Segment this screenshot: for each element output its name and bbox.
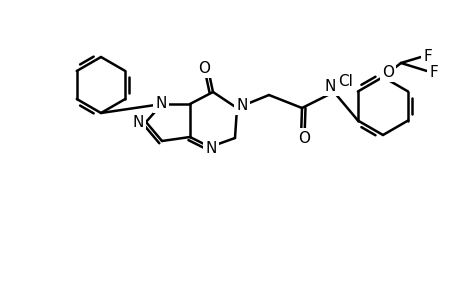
Text: Cl: Cl bbox=[338, 74, 353, 89]
Text: NH: NH bbox=[324, 79, 347, 94]
Text: F: F bbox=[429, 64, 437, 80]
Text: N: N bbox=[205, 140, 216, 155]
Text: O: O bbox=[297, 130, 309, 146]
Text: N: N bbox=[155, 95, 166, 110]
Text: N: N bbox=[236, 98, 247, 112]
Text: F: F bbox=[423, 49, 431, 64]
Text: O: O bbox=[197, 61, 210, 76]
Text: O: O bbox=[381, 64, 393, 80]
Text: N: N bbox=[132, 115, 143, 130]
